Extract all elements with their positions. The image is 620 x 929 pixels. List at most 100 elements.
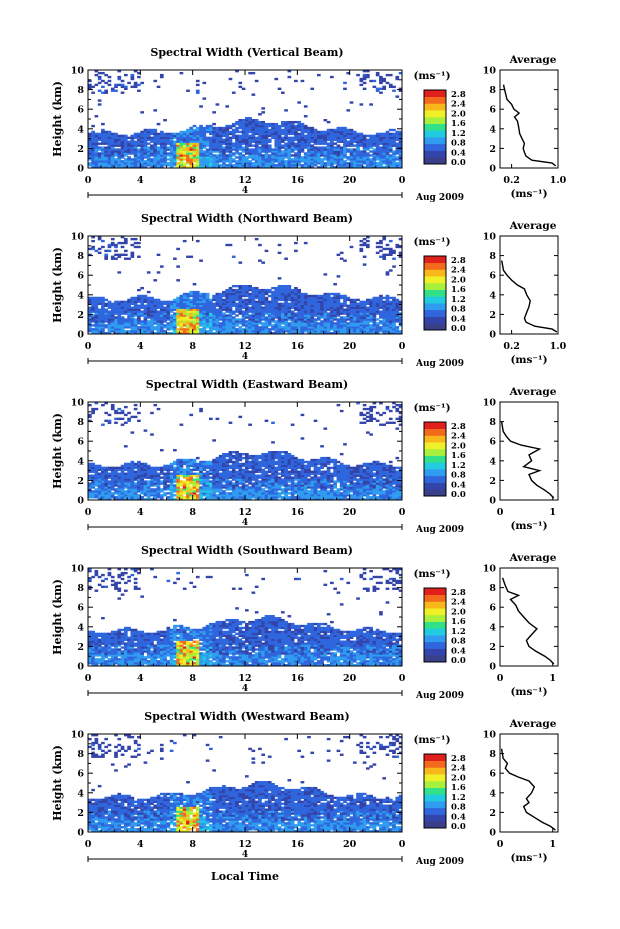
heatmap-cell [140, 484, 144, 487]
heatmap-cell [277, 322, 282, 325]
heatmap-cell [107, 413, 112, 417]
heatmap-cell [313, 306, 318, 309]
heatmap-cell [130, 140, 135, 143]
heatmap-cell [359, 136, 364, 139]
heatmap-cell [231, 154, 236, 157]
heatmap-cell [241, 292, 246, 296]
heatmap-cell [271, 314, 275, 317]
heatmap-cell [159, 146, 164, 149]
colorbar-frame [423, 89, 447, 165]
heatmap-cell [271, 136, 275, 139]
heatmap-cell [202, 142, 207, 145]
heatmap-cell [261, 296, 266, 300]
heatmap-cell [343, 154, 347, 157]
heatmap-cell [215, 320, 220, 323]
heatmap-cell [169, 320, 174, 323]
heatmap-cell [294, 128, 298, 132]
heatmap-cell [137, 288, 141, 292]
heatmap-cell [258, 308, 262, 311]
heatmap-cell [385, 142, 390, 145]
heatmap-cell [110, 470, 115, 473]
heatmap-cell [346, 162, 351, 165]
heatmap-cell [140, 464, 144, 468]
heatmap-cell [218, 468, 223, 471]
heatmap-cell [173, 132, 177, 136]
heatmap-cell [343, 320, 347, 323]
heatmap-cell [186, 470, 190, 473]
heatmap-cell [104, 73, 109, 77]
heatmap-cell [215, 417, 220, 421]
heatmap-cell [352, 326, 357, 329]
heatmap-cell [258, 146, 262, 149]
heatmap-cell [297, 290, 301, 294]
heatmap-cell [218, 480, 223, 483]
heatmap-cell [209, 150, 213, 153]
heatmap-cell [316, 130, 321, 134]
heatmap-cell [398, 152, 403, 155]
heatmap-cell [127, 316, 131, 319]
heatmap-cell [127, 326, 131, 329]
heatmap-cell [372, 162, 377, 165]
heatmap-cell [330, 302, 334, 305]
heatmap-cell [313, 152, 318, 155]
heatmap-cell [195, 296, 200, 300]
heatmap-cell [352, 148, 357, 151]
heatmap-cell [130, 237, 135, 241]
heatmap-cell [189, 496, 194, 499]
heatmap-cell [97, 152, 102, 155]
heatmap-cell [137, 468, 141, 471]
heatmap-cell [323, 152, 328, 155]
heatmap-cell [143, 484, 148, 487]
heatmap-cell [153, 79, 158, 83]
heatmap-cell [140, 111, 144, 114]
heatmap-cell [117, 77, 122, 81]
heatmap-cell [258, 126, 262, 130]
heatmap-cell [225, 292, 230, 296]
heatmap-cell [271, 298, 275, 302]
heatmap-cell [150, 328, 154, 331]
heatmap-cell [199, 142, 203, 145]
heatmap-cell [379, 91, 383, 94]
heatmap-cell [212, 166, 216, 169]
heatmap-cell [110, 466, 115, 470]
heatmap-cell [372, 330, 377, 333]
heatmap-cell [192, 308, 197, 311]
heatmap-cell [146, 302, 151, 305]
heatmap-cell [398, 140, 403, 143]
colorbar-segment [424, 150, 446, 158]
heatmap-cell [137, 306, 141, 309]
heatmap-cell [385, 318, 390, 321]
heatmap-cell [133, 466, 138, 470]
heatmap-cell [267, 328, 272, 331]
heatmap-cell [123, 152, 128, 155]
heatmap-cell [222, 462, 226, 466]
heatmap-cell [369, 154, 373, 157]
heatmap-cell [392, 89, 396, 92]
heatmap-cell [346, 164, 351, 167]
heatmap-cell [366, 144, 370, 147]
heatmap-cell [392, 326, 396, 329]
heatmap-cell [199, 474, 203, 477]
heatmap-cell [254, 122, 259, 126]
heatmap-cell [107, 158, 112, 161]
heatmap-cell [104, 304, 109, 307]
heatmap-cell [264, 308, 269, 311]
heatmap-cell [169, 304, 174, 307]
heatmap-cell [133, 322, 138, 325]
heatmap-cell [359, 239, 364, 243]
heatmap-cell [123, 332, 128, 335]
heatmap-cell [195, 158, 200, 161]
heatmap-cell [123, 482, 128, 485]
heatmap-cell [159, 330, 164, 333]
heatmap-cell [385, 330, 390, 333]
heatmap-cell [101, 476, 105, 479]
heatmap-cell [123, 146, 128, 149]
heatmap-cell [251, 288, 256, 292]
heatmap-cell [388, 330, 393, 333]
heatmap-cell [114, 142, 118, 145]
heatmap-cell [189, 136, 194, 139]
heatmap-cell [104, 324, 109, 327]
heatmap-cell [218, 318, 223, 321]
heatmap-cell [133, 237, 138, 241]
heatmap-cell [254, 316, 259, 319]
